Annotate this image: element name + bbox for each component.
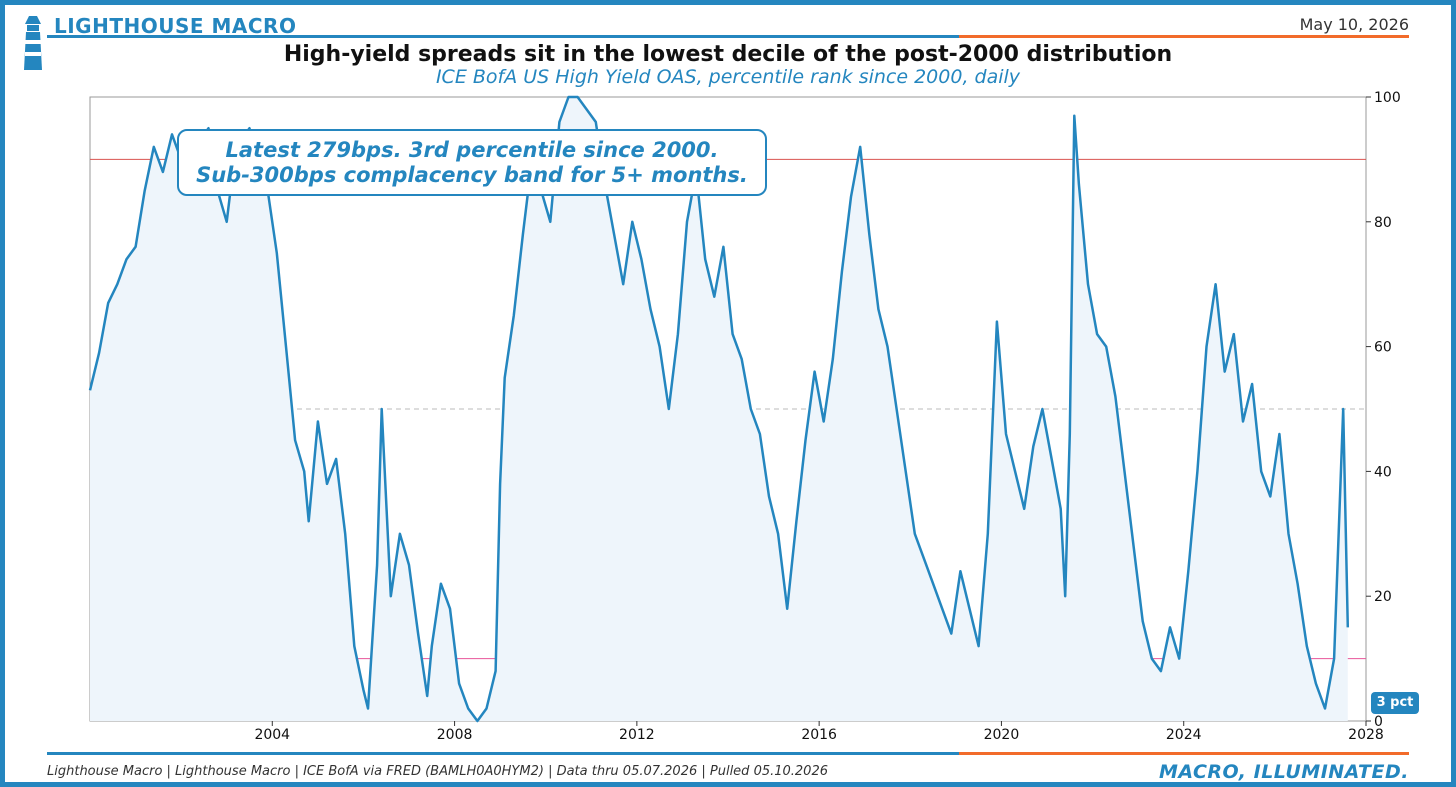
chart-subtitle: ICE BofA US High Yield OAS, percentile r… (435, 66, 1021, 88)
brand-name: LIGHTHOUSE MACRO (54, 14, 297, 38)
header-rule-blue (47, 35, 959, 38)
series-line (88, 95, 1350, 723)
x-tick-label-2024: 2024 (1166, 727, 1202, 743)
x-tick-label-2008: 2008 (437, 727, 473, 743)
tagline: MACRO, ILLUMINATED. (1158, 761, 1409, 783)
annotation-line-2: Sub-300bps complacency band for 5+ month… (196, 163, 748, 187)
x-tick-label-2016: 2016 (801, 727, 837, 743)
footer-rule-orange (959, 752, 1409, 755)
annotation-line-1: Latest 279bps. 3rd percentile since 2000… (225, 138, 719, 162)
lighthouse-logo-icon (24, 16, 42, 70)
header-rule-orange (959, 35, 1409, 38)
y-tick-label-20: 20 (1374, 589, 1392, 605)
y-tick-label-80: 80 (1374, 215, 1392, 231)
chart-title: High-yield spreads sit in the lowest dec… (283, 42, 1173, 67)
series-area-fill (90, 97, 1348, 721)
x-tick-label-2028: 2028 (1348, 727, 1384, 743)
y-tick-label-60: 60 (1374, 340, 1392, 356)
y-tick-label-100: 100 (1374, 90, 1401, 106)
y-tick-label-40: 40 (1374, 464, 1392, 480)
annotation-box: Latest 279bps. 3rd percentile since 2000… (177, 129, 767, 196)
source-note: Lighthouse Macro | Lighthouse Macro | IC… (47, 764, 828, 779)
x-tick-label-2020: 2020 (984, 727, 1020, 743)
y-tick-label-0: 0 (1374, 714, 1383, 730)
x-tick-label-2012: 2012 (619, 727, 655, 743)
x-tick-label-2004: 2004 (254, 727, 290, 743)
report-date: May 10, 2026 (1299, 15, 1409, 34)
footer-rule-blue (47, 752, 959, 755)
latest-value-badge: 3 pct (1371, 692, 1419, 714)
